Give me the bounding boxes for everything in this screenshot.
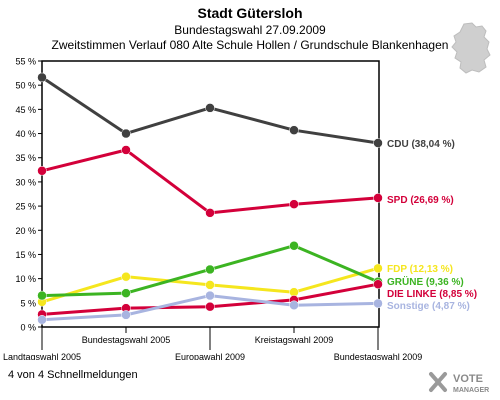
data-point (205, 103, 215, 113)
vote-manager-logo: VOTE MANAGER (429, 372, 489, 394)
data-point (121, 310, 131, 320)
x-tick-label: Kreistagswahl 2009 (255, 335, 334, 345)
data-point (289, 300, 299, 310)
x-tick-label: Europawahl 2009 (175, 352, 245, 360)
data-point (121, 288, 131, 298)
data-point (373, 138, 383, 148)
footer-note: 4 von 4 Schnellmeldungen (8, 369, 138, 381)
chart-subtitle: Bundestagswahl 27.09.2009 (174, 23, 326, 37)
data-point (37, 314, 47, 325)
data-point (37, 290, 47, 301)
germany-map-icon (451, 22, 491, 74)
svg-text:VOTE: VOTE (453, 373, 483, 385)
series-end-label: Sonstige (4,87 %) (387, 301, 470, 312)
series-end-label: DIE LINKE (8,85 %) (387, 289, 477, 300)
data-point (289, 125, 299, 135)
x-tick-label: Landtagswahl 2005 (3, 352, 81, 360)
series-end-label: GRÜNE (9,36 %) (387, 275, 464, 288)
x-tick-label: Bundestagswahl 2005 (82, 335, 171, 345)
data-point (121, 128, 131, 139)
chart-title: Stadt Gütersloh (197, 5, 303, 21)
data-point (373, 298, 383, 309)
y-tick-label: 30 % (15, 177, 36, 187)
data-point (373, 263, 383, 274)
chart-subtitle-detail: Zweitstimmen Verlauf 080 Alte Schule Hol… (51, 38, 449, 52)
y-tick-label: 55 % (15, 57, 36, 67)
y-tick-label: 20 % (15, 226, 36, 236)
data-point (37, 166, 47, 176)
data-point (289, 199, 299, 209)
series-end-label: FDP (12,13 %) (387, 264, 453, 275)
data-point (205, 301, 215, 312)
line-chart: 0 % 5 % 10 % 15 % 20 % 25 % 30 % 35 % 40 % 45 % 50… (3, 57, 477, 361)
y-tick-label: 5 % (20, 298, 36, 308)
y-tick-label: 15 % (15, 250, 36, 260)
y-tick-label: 45 % (15, 105, 36, 115)
data-point (205, 290, 215, 301)
data-point (289, 240, 299, 251)
data-point (205, 280, 215, 290)
data-point (121, 271, 131, 282)
y-tick-label: 0 % (20, 323, 36, 333)
svg-text:MANAGER: MANAGER (453, 387, 489, 394)
y-tick-label: 25 % (15, 202, 36, 212)
y-tick-label: 40 % (15, 129, 36, 139)
data-point (373, 279, 383, 289)
data-point (37, 72, 47, 83)
series-end-label: SPD (26,69 %) (387, 195, 454, 206)
y-tick-label: 35 % (15, 153, 36, 163)
series-end-label: CDU (38,04 %) (387, 139, 455, 150)
y-tick-label: 10 % (15, 274, 36, 284)
data-point (121, 145, 131, 155)
x-tick-label: Bundestagswahl 2009 (334, 352, 423, 360)
data-point (205, 264, 215, 275)
data-point (373, 193, 383, 203)
y-tick-label: 50 % (15, 81, 36, 91)
data-point (205, 208, 215, 218)
